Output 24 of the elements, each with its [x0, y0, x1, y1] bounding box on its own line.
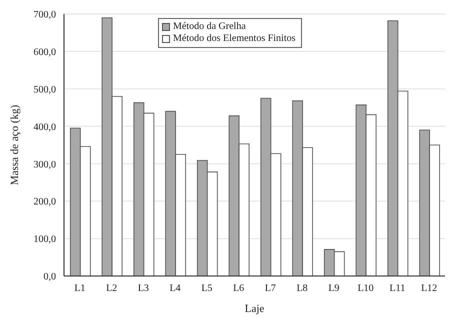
x-tick-label: L4 [170, 283, 181, 294]
x-tick-label: L10 [358, 283, 374, 294]
x-axis-title: Laje [244, 303, 264, 315]
y-tick-label: 400,0 [34, 122, 56, 133]
legend-label: Método dos Elementos Finitos [173, 33, 296, 45]
x-tick-label: L12 [421, 283, 438, 294]
x-tick-label: L9 [328, 283, 340, 294]
y-tick-label: 200,0 [34, 196, 56, 208]
x-tick-label: L11 [390, 283, 406, 294]
y-axis-title: Massa de aço (kg) [8, 104, 21, 186]
y-tick-label: 100,0 [34, 234, 56, 246]
x-tick-label: L7 [264, 283, 276, 294]
x-tick-label: L6 [233, 283, 244, 294]
x-tick-label: L5 [201, 283, 212, 294]
legend-label: Método da Grelha [173, 21, 246, 33]
x-tick-label: L2 [106, 283, 118, 294]
y-tick-label: 600,0 [34, 46, 56, 58]
x-tick-label: L8 [296, 283, 308, 294]
y-tick-label: 500,0 [34, 84, 56, 96]
x-tick-label: L3 [138, 283, 149, 294]
x-tick-label: L1 [74, 283, 86, 294]
y-tick-label: 300,0 [34, 159, 56, 170]
y-tick-label: 0,0 [44, 272, 56, 283]
y-tick-label: 700,0 [34, 10, 56, 21]
